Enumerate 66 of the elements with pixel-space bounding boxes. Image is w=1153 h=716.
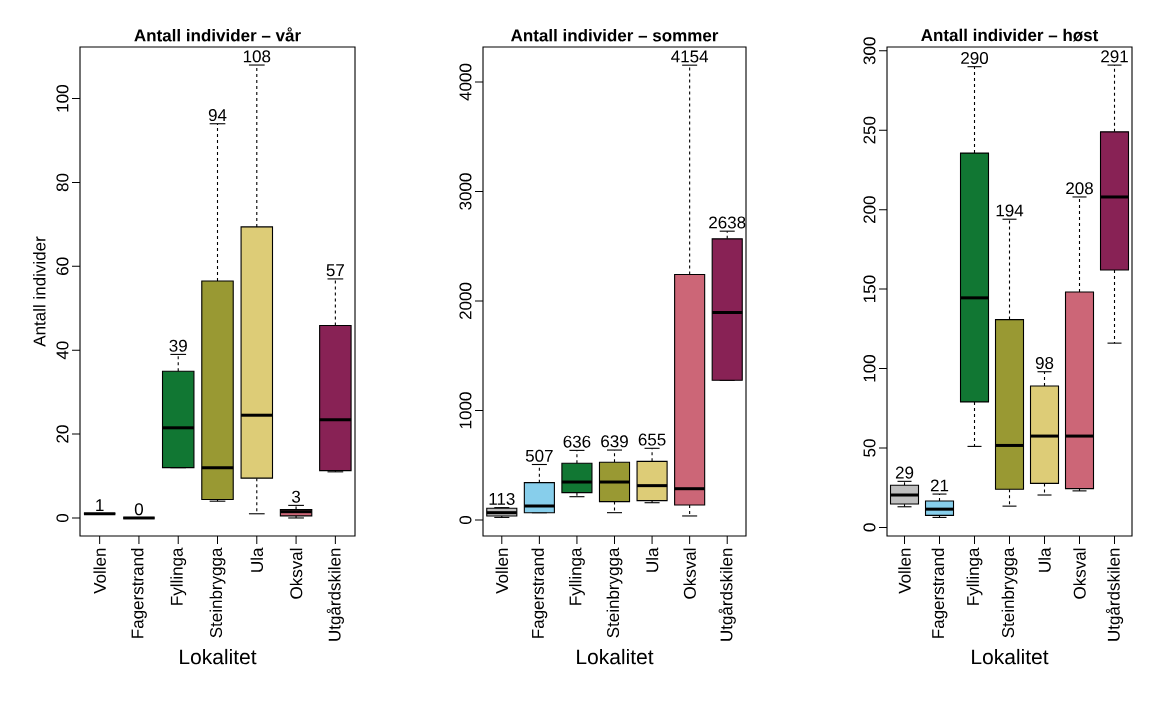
y-tick-label: 2000: [459, 282, 472, 320]
x-tick-label: Vollen: [93, 548, 106, 594]
x-tick-label: Fyllinga: [966, 547, 983, 605]
y-axis-title: Antall individer: [33, 236, 46, 347]
x-tick-label: Fyllinga: [170, 547, 187, 605]
y-tick-label: 200: [863, 196, 876, 223]
annotation: 639: [601, 435, 628, 448]
annotation: 194: [996, 204, 1024, 217]
x-axis-title: Lokalitet: [972, 648, 1049, 665]
x-tick-label: Fagerstrand: [531, 548, 548, 638]
y-tick-label: 60: [56, 257, 69, 275]
annotation: 108: [243, 50, 271, 63]
annotation: 636: [563, 435, 591, 448]
chart-title: Antall individer – høst: [921, 28, 1099, 42]
x-tick-label: Utgårdskilen: [326, 548, 344, 641]
chart-title: Antall individer – vår: [134, 27, 301, 42]
y-tick-label: 3000: [459, 173, 472, 210]
x-tick-label: Oksval: [683, 548, 696, 599]
y-tick-label: 0: [863, 523, 876, 532]
annotation: 57: [326, 264, 344, 277]
annotation: 21: [930, 479, 949, 492]
y-tick-label: 300: [863, 37, 876, 65]
annotation: 113: [489, 492, 515, 505]
annotation: 4154: [671, 50, 709, 63]
y-tick-label: 0: [459, 515, 472, 525]
annotation: 29: [895, 466, 914, 479]
x-tick-label: Oksval: [1073, 548, 1086, 599]
y-tick-label: 50: [863, 439, 876, 457]
annotation: 98: [1035, 356, 1054, 370]
x-tick-label: Vollen: [495, 548, 509, 594]
y-tick-label: 100: [56, 85, 69, 112]
y-tick-label: 0: [56, 513, 69, 523]
chart-title: Antall individer – sommer: [511, 28, 719, 42]
annotation: 39: [169, 339, 187, 352]
annotation: 208: [1066, 182, 1093, 195]
y-tick-label: 4000: [459, 63, 472, 101]
x-axis-title: Lokalitet: [577, 648, 654, 665]
y-tick-label: 40: [56, 341, 69, 360]
x-tick-label: Steinbrygga: [606, 547, 623, 638]
x-tick-label: Vollen: [898, 548, 911, 594]
annotation: 3: [291, 490, 301, 503]
annotation: 290: [961, 51, 989, 64]
y-tick-label: 80: [56, 173, 69, 192]
x-axis-title: Lokalitet: [180, 648, 257, 665]
x-tick-label: Fagerstrand: [131, 548, 147, 638]
x-tick-label: Oksval: [289, 548, 303, 599]
x-tick-label: Fagerstrand: [931, 548, 948, 638]
y-tick-label: 250: [863, 116, 876, 144]
annotation: 291: [1101, 50, 1128, 63]
x-tick-label: Steinbrygga: [209, 547, 226, 638]
x-tick-label: Ula: [1038, 547, 1051, 572]
y-tick-label: 20: [56, 425, 69, 443]
annotation: 1: [96, 499, 104, 512]
annotation: 0: [134, 503, 144, 516]
x-tick-label: Steinbrygga: [1001, 547, 1018, 638]
x-tick-label: Ula: [645, 547, 659, 572]
x-tick-label: Utgårdskilen: [1105, 548, 1124, 641]
y-tick-label: 1000: [459, 392, 472, 429]
x-tick-label: Ula: [250, 547, 264, 572]
x-tick-label: Fyllinga: [569, 547, 585, 605]
annotation: 507: [525, 449, 553, 462]
annotation: 655: [638, 433, 666, 446]
x-tick-label: Utgårdskilen: [718, 548, 736, 641]
annotation: 94: [208, 109, 227, 122]
y-tick-label: 150: [863, 275, 876, 302]
y-tick-label: 100: [863, 355, 876, 382]
